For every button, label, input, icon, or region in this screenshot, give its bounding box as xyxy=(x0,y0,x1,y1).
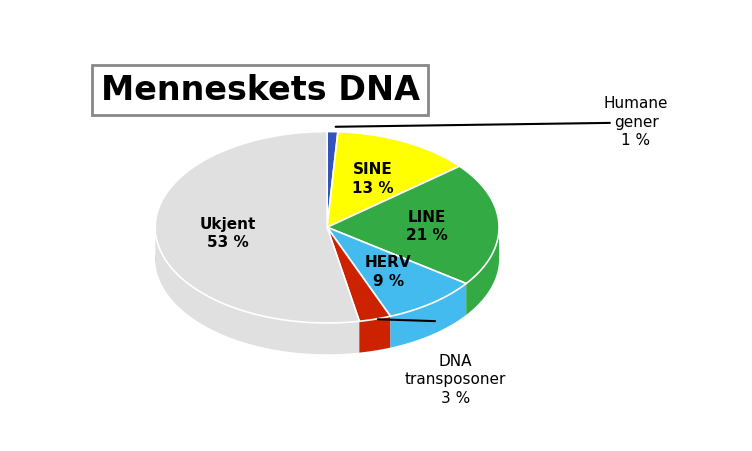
Polygon shape xyxy=(327,228,390,322)
Text: DNA
transposoner
3 %: DNA transposoner 3 % xyxy=(405,353,506,405)
Polygon shape xyxy=(466,229,499,315)
Text: Menneskets DNA: Menneskets DNA xyxy=(101,74,420,107)
Polygon shape xyxy=(390,284,466,348)
Polygon shape xyxy=(327,133,459,228)
Ellipse shape xyxy=(155,211,499,307)
Text: LINE
21 %: LINE 21 % xyxy=(406,209,447,243)
Polygon shape xyxy=(327,167,499,284)
Text: HERV
9 %: HERV 9 % xyxy=(365,255,411,288)
Text: SINE
13 %: SINE 13 % xyxy=(352,161,393,195)
Text: Ukjent
53 %: Ukjent 53 % xyxy=(200,216,256,250)
Polygon shape xyxy=(327,132,338,228)
Text: Humane
gener
1 %: Humane gener 1 % xyxy=(604,96,669,148)
Polygon shape xyxy=(327,228,466,317)
Polygon shape xyxy=(155,231,359,354)
Polygon shape xyxy=(155,132,359,323)
Polygon shape xyxy=(359,317,390,353)
